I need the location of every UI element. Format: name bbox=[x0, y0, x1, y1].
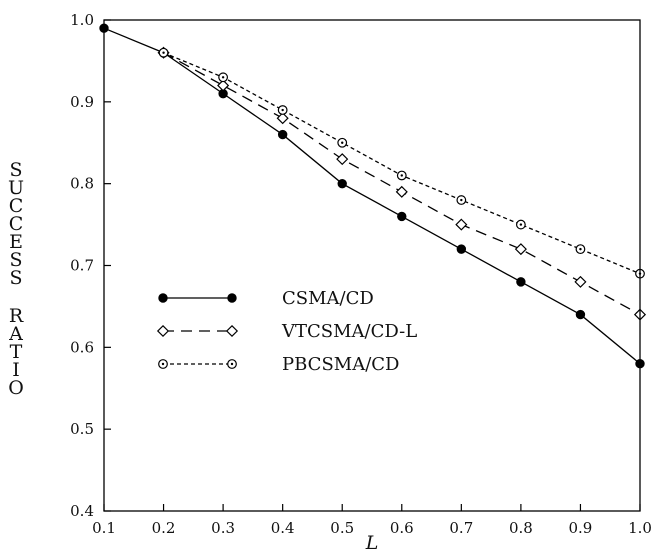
y-tick-label: 0.4 bbox=[70, 502, 94, 520]
x-tick-label: 1.0 bbox=[628, 519, 652, 537]
data-point bbox=[575, 244, 586, 255]
data-point bbox=[276, 112, 289, 125]
data-point bbox=[158, 47, 169, 58]
plot-area bbox=[99, 23, 647, 369]
data-point bbox=[396, 170, 407, 181]
marker-dot bbox=[400, 174, 403, 177]
legend-marker bbox=[227, 293, 237, 303]
y-tick-label: 1.0 bbox=[70, 11, 94, 29]
data-point bbox=[277, 129, 288, 140]
legend: CSMA/CD VTCSMA/CD-L PBCSMA/CD bbox=[156, 288, 417, 375]
legend-entry: PBCSMA/CD bbox=[158, 354, 399, 375]
y-tick-label: 0.8 bbox=[70, 175, 94, 193]
data-point bbox=[397, 211, 407, 222]
axes: 0.1 0.2 0.3 0.4 0.5 0.6 0.7 0.8 0.9 1.0 0.4 0.5 0.6 0… bbox=[8, 11, 652, 554]
x-tick-label: 0.2 bbox=[152, 519, 176, 537]
data-point bbox=[336, 153, 349, 166]
marker-dot bbox=[162, 51, 165, 54]
legend-entry: CSMA/CD bbox=[158, 288, 374, 309]
legend-marker bbox=[225, 324, 239, 338]
data-point bbox=[395, 185, 408, 198]
x-tick-label: 0.8 bbox=[509, 519, 533, 537]
marker-dot bbox=[161, 362, 165, 366]
data-point bbox=[277, 105, 288, 115]
y-tick-label: 0.7 bbox=[70, 257, 94, 275]
marker-dot bbox=[341, 141, 344, 144]
data-point bbox=[516, 277, 526, 287]
series-csma-cd bbox=[158, 48, 645, 369]
series-vtcsma-cd-l bbox=[157, 46, 647, 321]
x-tick-label: 0.6 bbox=[390, 519, 414, 537]
marker-dot bbox=[230, 362, 234, 366]
x-tick-label: 0.3 bbox=[211, 519, 235, 537]
data-point bbox=[514, 243, 527, 256]
series-line bbox=[163, 52, 641, 316]
legend-marker bbox=[158, 293, 168, 303]
marker-dot bbox=[221, 76, 225, 79]
marker-dot bbox=[579, 247, 582, 251]
y-tick-label: 0.5 bbox=[70, 420, 94, 438]
marker-dot bbox=[281, 108, 284, 112]
data-point bbox=[218, 72, 229, 83]
x-tick-label: 0.4 bbox=[271, 519, 295, 537]
legend-label: PBCSMA/CD bbox=[282, 354, 399, 375]
data-point bbox=[575, 309, 586, 320]
data-point bbox=[337, 178, 347, 189]
legend-marker bbox=[227, 359, 237, 369]
x-tick-label: 0.9 bbox=[569, 519, 593, 537]
legend-marker bbox=[158, 359, 168, 369]
x-tick-label: 0.1 bbox=[92, 519, 116, 537]
legend-label: CSMA/CD bbox=[282, 288, 374, 309]
marker-dot bbox=[460, 198, 463, 202]
shared-start-line bbox=[103, 27, 164, 54]
data-point bbox=[337, 137, 348, 148]
x-tick-label: 0.5 bbox=[330, 519, 354, 537]
data-point bbox=[574, 275, 587, 288]
x-tick-label: 0.7 bbox=[449, 519, 473, 537]
data-point bbox=[456, 244, 467, 254]
legend-marker bbox=[156, 324, 170, 338]
data-point bbox=[455, 218, 468, 231]
data-point bbox=[217, 79, 230, 92]
x-axis-title: L bbox=[365, 532, 379, 554]
series-pbcsma-cd bbox=[158, 47, 645, 279]
plot-frame bbox=[103, 19, 641, 512]
data-point bbox=[515, 219, 526, 230]
legend-label: VTCSMA/CD-L bbox=[281, 321, 417, 342]
marker-dot bbox=[519, 223, 523, 226]
series-line bbox=[163, 52, 641, 275]
y-tick-label: 0.9 bbox=[70, 93, 94, 111]
y-tick-label: 0.6 bbox=[70, 338, 94, 356]
legend-entry: VTCSMA/CD-L bbox=[156, 321, 417, 342]
data-point bbox=[456, 195, 467, 205]
series-line bbox=[163, 52, 641, 365]
